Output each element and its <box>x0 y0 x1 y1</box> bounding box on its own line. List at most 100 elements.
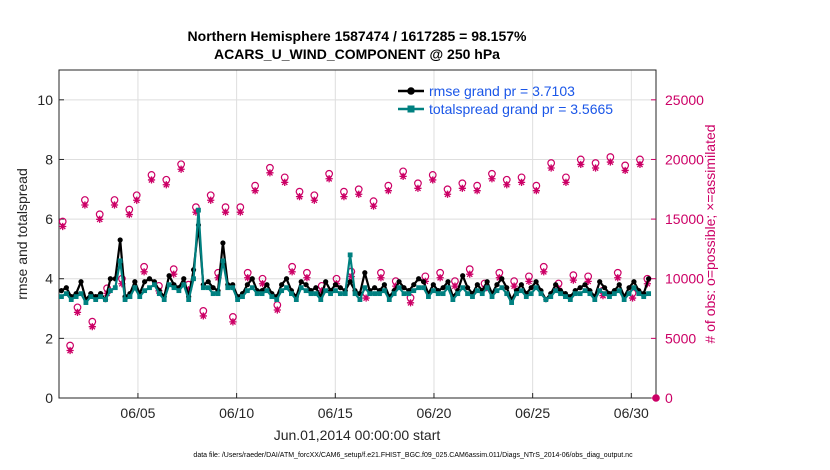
rmse-point <box>166 273 172 279</box>
y-axis-label: rmse and totalspread <box>14 168 30 300</box>
rmse-point <box>484 279 490 285</box>
totalspread-point <box>63 291 69 297</box>
totalspread-point <box>103 297 108 302</box>
rmse-point <box>210 285 216 291</box>
rmse-point <box>445 279 451 285</box>
obs-assimilated-marker <box>503 181 511 189</box>
rmse-point <box>283 276 290 282</box>
totalspread-point <box>244 288 250 294</box>
totalspread-point <box>264 288 270 294</box>
y-tick-label-right: 10000 <box>665 271 704 287</box>
y-tick-label-right: 25000 <box>665 92 704 108</box>
y-tick-label-right: 15000 <box>665 211 704 227</box>
rmse-point <box>362 270 368 276</box>
totalspread-point <box>377 291 382 297</box>
totalspread-point <box>289 291 294 297</box>
rmse-point <box>220 240 226 246</box>
rmse-point <box>474 282 480 288</box>
obs-assimilated-marker <box>295 193 304 201</box>
totalspread-point <box>626 291 632 297</box>
totalspread-point <box>181 282 187 288</box>
totalspread-point <box>470 294 475 300</box>
y-tick-label: 2 <box>45 330 53 346</box>
totalspread-point <box>186 297 192 302</box>
y-tick-label-right: 5000 <box>665 330 696 346</box>
obs-assimilated-marker <box>473 187 481 195</box>
totalspread-point <box>93 297 99 302</box>
rmse-point <box>416 276 422 282</box>
grid <box>59 70 656 399</box>
legend-totalspread-label: totalspread grand pr = 3.5665 <box>429 101 613 117</box>
totalspread-point <box>440 291 446 297</box>
totalspread-point <box>430 288 436 294</box>
obs-assimilated-marker <box>310 196 318 204</box>
totalspread-point <box>68 297 74 302</box>
obs-assimilated-marker <box>569 276 577 284</box>
obs-assimilated-marker <box>133 196 141 204</box>
totalspread-point <box>577 291 583 297</box>
obs-assimilated-marker <box>340 193 348 201</box>
totalspread-point <box>142 288 148 294</box>
totalspread-point <box>318 297 324 302</box>
obs-assimilated-marker <box>347 272 355 281</box>
legend: rmse grand pr = 3.7103 totalspread grand… <box>398 83 613 117</box>
totalspread-point <box>176 288 182 294</box>
totalspread-point <box>225 285 231 291</box>
rmse-point <box>132 279 138 285</box>
obs-assimilated-marker <box>125 210 133 219</box>
obs-assimilated-marker <box>258 280 267 288</box>
obs-assimilated-marker <box>66 346 74 355</box>
totalspread-point <box>528 291 534 297</box>
rmse-point <box>107 276 113 282</box>
data-series <box>58 207 652 305</box>
rmse-point <box>337 285 343 291</box>
totalspread-point <box>323 288 329 294</box>
rmse-point <box>577 285 583 291</box>
obs-assimilated-marker <box>288 268 296 276</box>
rmse-point <box>332 282 339 288</box>
chart-title-line1: Northern Hemisphere 1587474 / 1617285 = … <box>188 28 527 44</box>
totalspread-point <box>107 288 113 294</box>
obs-assimilated-marker <box>628 294 637 302</box>
obs-assimilated-marker <box>621 166 629 175</box>
totalspread-point <box>279 288 285 294</box>
rmse-point <box>631 279 637 285</box>
totalspread-point <box>518 288 524 294</box>
rmse-point <box>464 285 471 291</box>
rmse-point <box>553 282 559 288</box>
totalspread-point <box>112 285 118 291</box>
totalspread-point <box>352 291 358 297</box>
obs-assimilated-marker <box>584 277 592 285</box>
totalspread-point <box>122 297 128 302</box>
rmse-point <box>142 279 148 285</box>
totalspread-point <box>313 291 319 297</box>
obs-assimilated-marker <box>540 268 548 276</box>
obs-assimilated-marker <box>436 274 444 282</box>
x-tick-label: 06/15 <box>318 405 353 421</box>
totalspread-point <box>210 291 216 297</box>
legend-totalspread-marker <box>407 105 415 113</box>
obs-assimilated-marker <box>96 215 104 223</box>
obs-assimilated-marker <box>281 178 289 186</box>
obs-assimilated-marker <box>192 208 200 216</box>
rmse-point <box>396 279 402 285</box>
totalspread-point <box>117 258 123 264</box>
rmse-point <box>313 285 319 291</box>
totalspread-point <box>132 285 138 291</box>
legend-rmse-label: rmse grand pr = 3.7103 <box>429 83 575 99</box>
obs-assimilated-marker <box>429 176 437 184</box>
rmse-point <box>494 282 500 288</box>
totalspread-point <box>367 291 373 297</box>
totalspread-point <box>161 297 167 302</box>
obs-assimilated-marker <box>140 268 148 276</box>
rmse-point <box>499 276 505 282</box>
totalspread-point <box>587 291 593 297</box>
totalspread-point <box>538 291 544 297</box>
totalspread-point <box>567 297 573 302</box>
totalspread-point <box>137 294 143 300</box>
totalspread-point <box>220 258 226 264</box>
totalspread-point <box>406 291 412 297</box>
totalspread-point <box>563 294 568 300</box>
totalspread-point <box>78 291 84 297</box>
totalspread-point <box>259 291 265 297</box>
